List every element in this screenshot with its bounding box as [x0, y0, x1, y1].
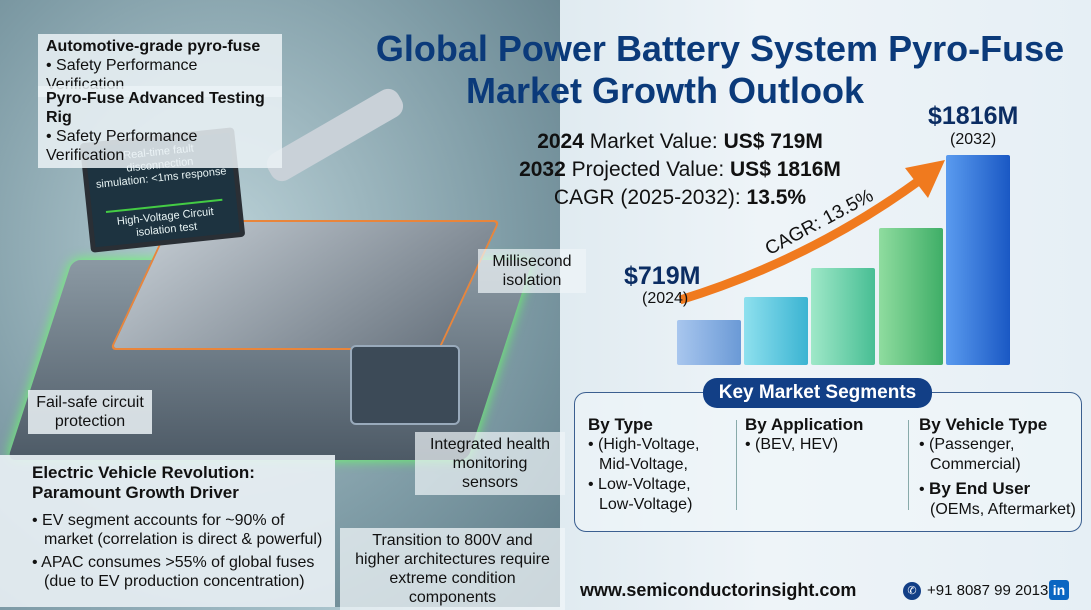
- website-link[interactable]: www.semiconductorinsight.com: [580, 580, 857, 600]
- phone-icon: ✆: [903, 582, 921, 600]
- start-year: (2024): [642, 290, 689, 307]
- page-title: Global Power Battery System Pyro-Fuse Ma…: [360, 28, 1080, 112]
- segments-title: Key Market Segments: [703, 378, 932, 408]
- ev-title-1: Electric Vehicle Revolution:: [32, 463, 255, 482]
- bar-3: [811, 268, 875, 365]
- growth-arrow: [678, 160, 945, 305]
- segment-item: • Low-Voltage, Low-Voltage): [588, 476, 693, 513]
- start-value: $719M: [624, 262, 701, 290]
- end-year: (2032): [950, 131, 997, 148]
- stat-cagr: CAGR (2025-2032): 13.5%: [553, 186, 807, 209]
- segment-item: • (High-Voltage, Mid-Voltage,: [588, 436, 700, 473]
- segment-item: • By End User: [919, 479, 1031, 498]
- bar-4: [879, 228, 943, 365]
- ev-driver-box: Electric Vehicle Revolution: Paramount G…: [0, 455, 335, 607]
- stat-market-value: 2024 Market Value: US$ 719M: [537, 130, 823, 153]
- ev-bullet: • EV segment accounts for ~90% of market…: [32, 512, 323, 548]
- ev-title-2: Paramount Growth Driver: [32, 483, 239, 502]
- label-title: Automotive-grade pyro-fuse: [46, 38, 261, 55]
- end-value: $1816M: [928, 102, 1019, 130]
- segment-item: • (BEV, HEV): [745, 436, 839, 453]
- label-title: Pyro-Fuse Advanced Testing Rig: [46, 90, 265, 126]
- bar-2032: [946, 155, 1010, 365]
- bar-2024: [677, 320, 741, 365]
- segment-item: • (Passenger, Commercial): [919, 436, 1021, 473]
- bar-2: [744, 297, 808, 365]
- divider: [736, 420, 737, 510]
- label-testing-rig: Pyro-Fuse Advanced Testing Rig • Safety …: [38, 86, 282, 168]
- callout-transition: Transition to 800V and higher architectu…: [340, 528, 565, 610]
- callout-millisecond: Millisecond isolation: [478, 249, 586, 293]
- segment-heading: By Vehicle Type: [919, 415, 1048, 434]
- callout-health: Integrated health monitoring sensors: [415, 432, 565, 495]
- label-bullet: • Safety Performance Verification: [46, 128, 198, 164]
- market-stats: 2024 Market Value: US$ 719M 2032 Project…: [495, 128, 865, 212]
- divider: [908, 420, 909, 510]
- segment-item: (OEMs, Aftermarket): [930, 501, 1076, 518]
- linkedin-icon[interactable]: in: [1049, 580, 1069, 600]
- ev-bullet: • APAC consumes >55% of global fuses (du…: [32, 554, 315, 590]
- title-line-2: Market Growth Outlook: [465, 70, 865, 111]
- segments-panel: [574, 392, 1082, 532]
- segment-by-vehicle-type: By Vehicle Type • (Passenger, Commercial…: [919, 415, 1084, 520]
- title-line-1: Global Power Battery System Pyro-Fuse: [375, 28, 1065, 69]
- segment-heading: By Type: [588, 415, 653, 434]
- segment-by-type: By Type • (High-Voltage, Mid-Voltage, • …: [588, 415, 728, 515]
- callout-failsafe: Fail-safe circuit protection: [28, 390, 152, 434]
- control-panel: [350, 345, 460, 425]
- segment-by-application: By Application • (BEV, HEV): [745, 415, 905, 455]
- stat-projected-value: 2032 Projected Value: US$ 1816M: [519, 158, 841, 181]
- phone-number: +91 8087 99 2013: [927, 582, 1049, 599]
- segment-heading: By Application: [745, 415, 864, 434]
